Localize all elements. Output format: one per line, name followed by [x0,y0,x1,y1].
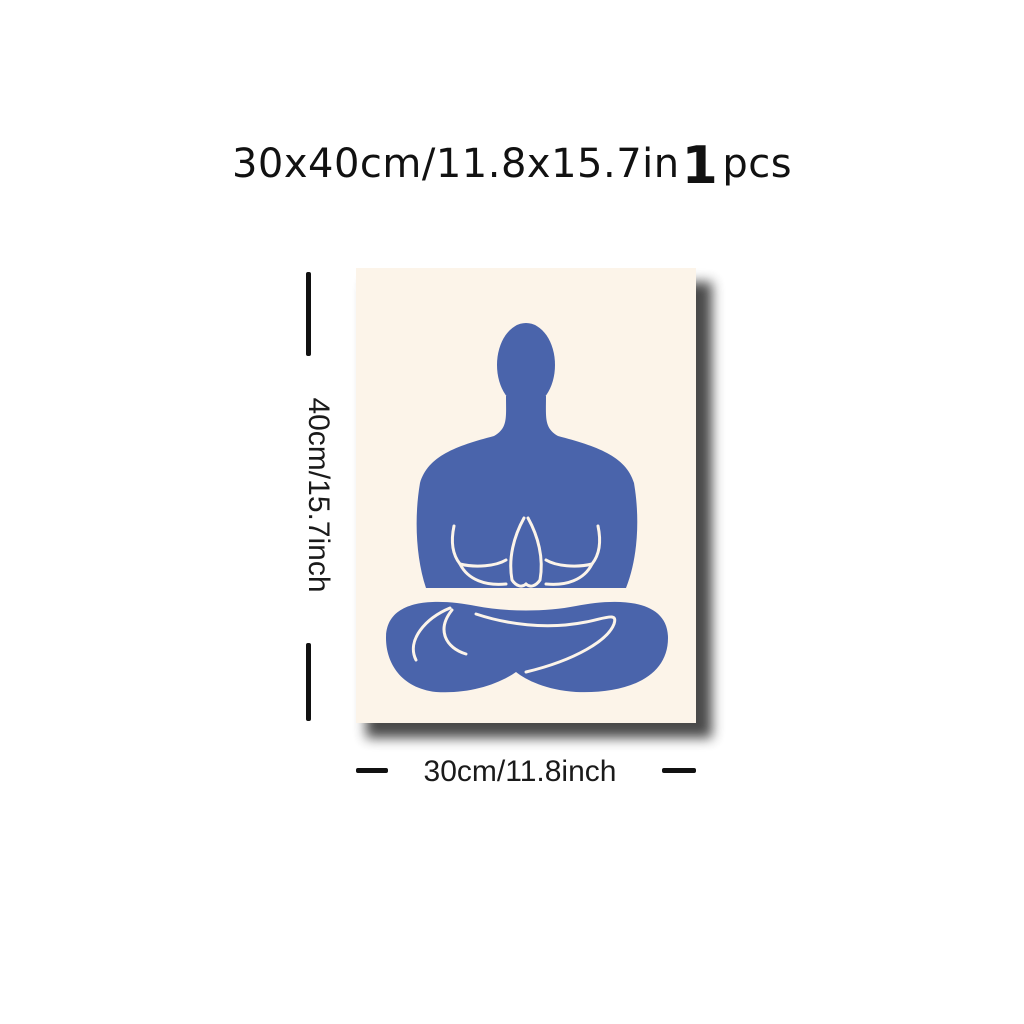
size-text: 30x40cm/11.8x15.7in [231,141,680,187]
quantity-number: 1 [681,136,719,196]
height-dimension-line-bottom [306,643,311,721]
figure-legs [386,601,668,693]
figure-torso [416,396,638,588]
figure-outline-details [411,516,617,674]
width-dimension-line-left [356,768,388,773]
figure-head [497,323,555,407]
canvas-print [356,268,696,723]
size-title: 30x40cm/11.8x15.7in1 pcs [0,136,1024,194]
height-label-text: 40cm/15.7inch [302,397,335,593]
quantity-unit: pcs [722,141,793,187]
width-dimension-line-right [662,768,696,773]
meditating-figure-illustration [386,323,668,693]
width-label: 30cm/11.8inch [423,755,617,788]
height-dimension-line-top [306,272,311,356]
